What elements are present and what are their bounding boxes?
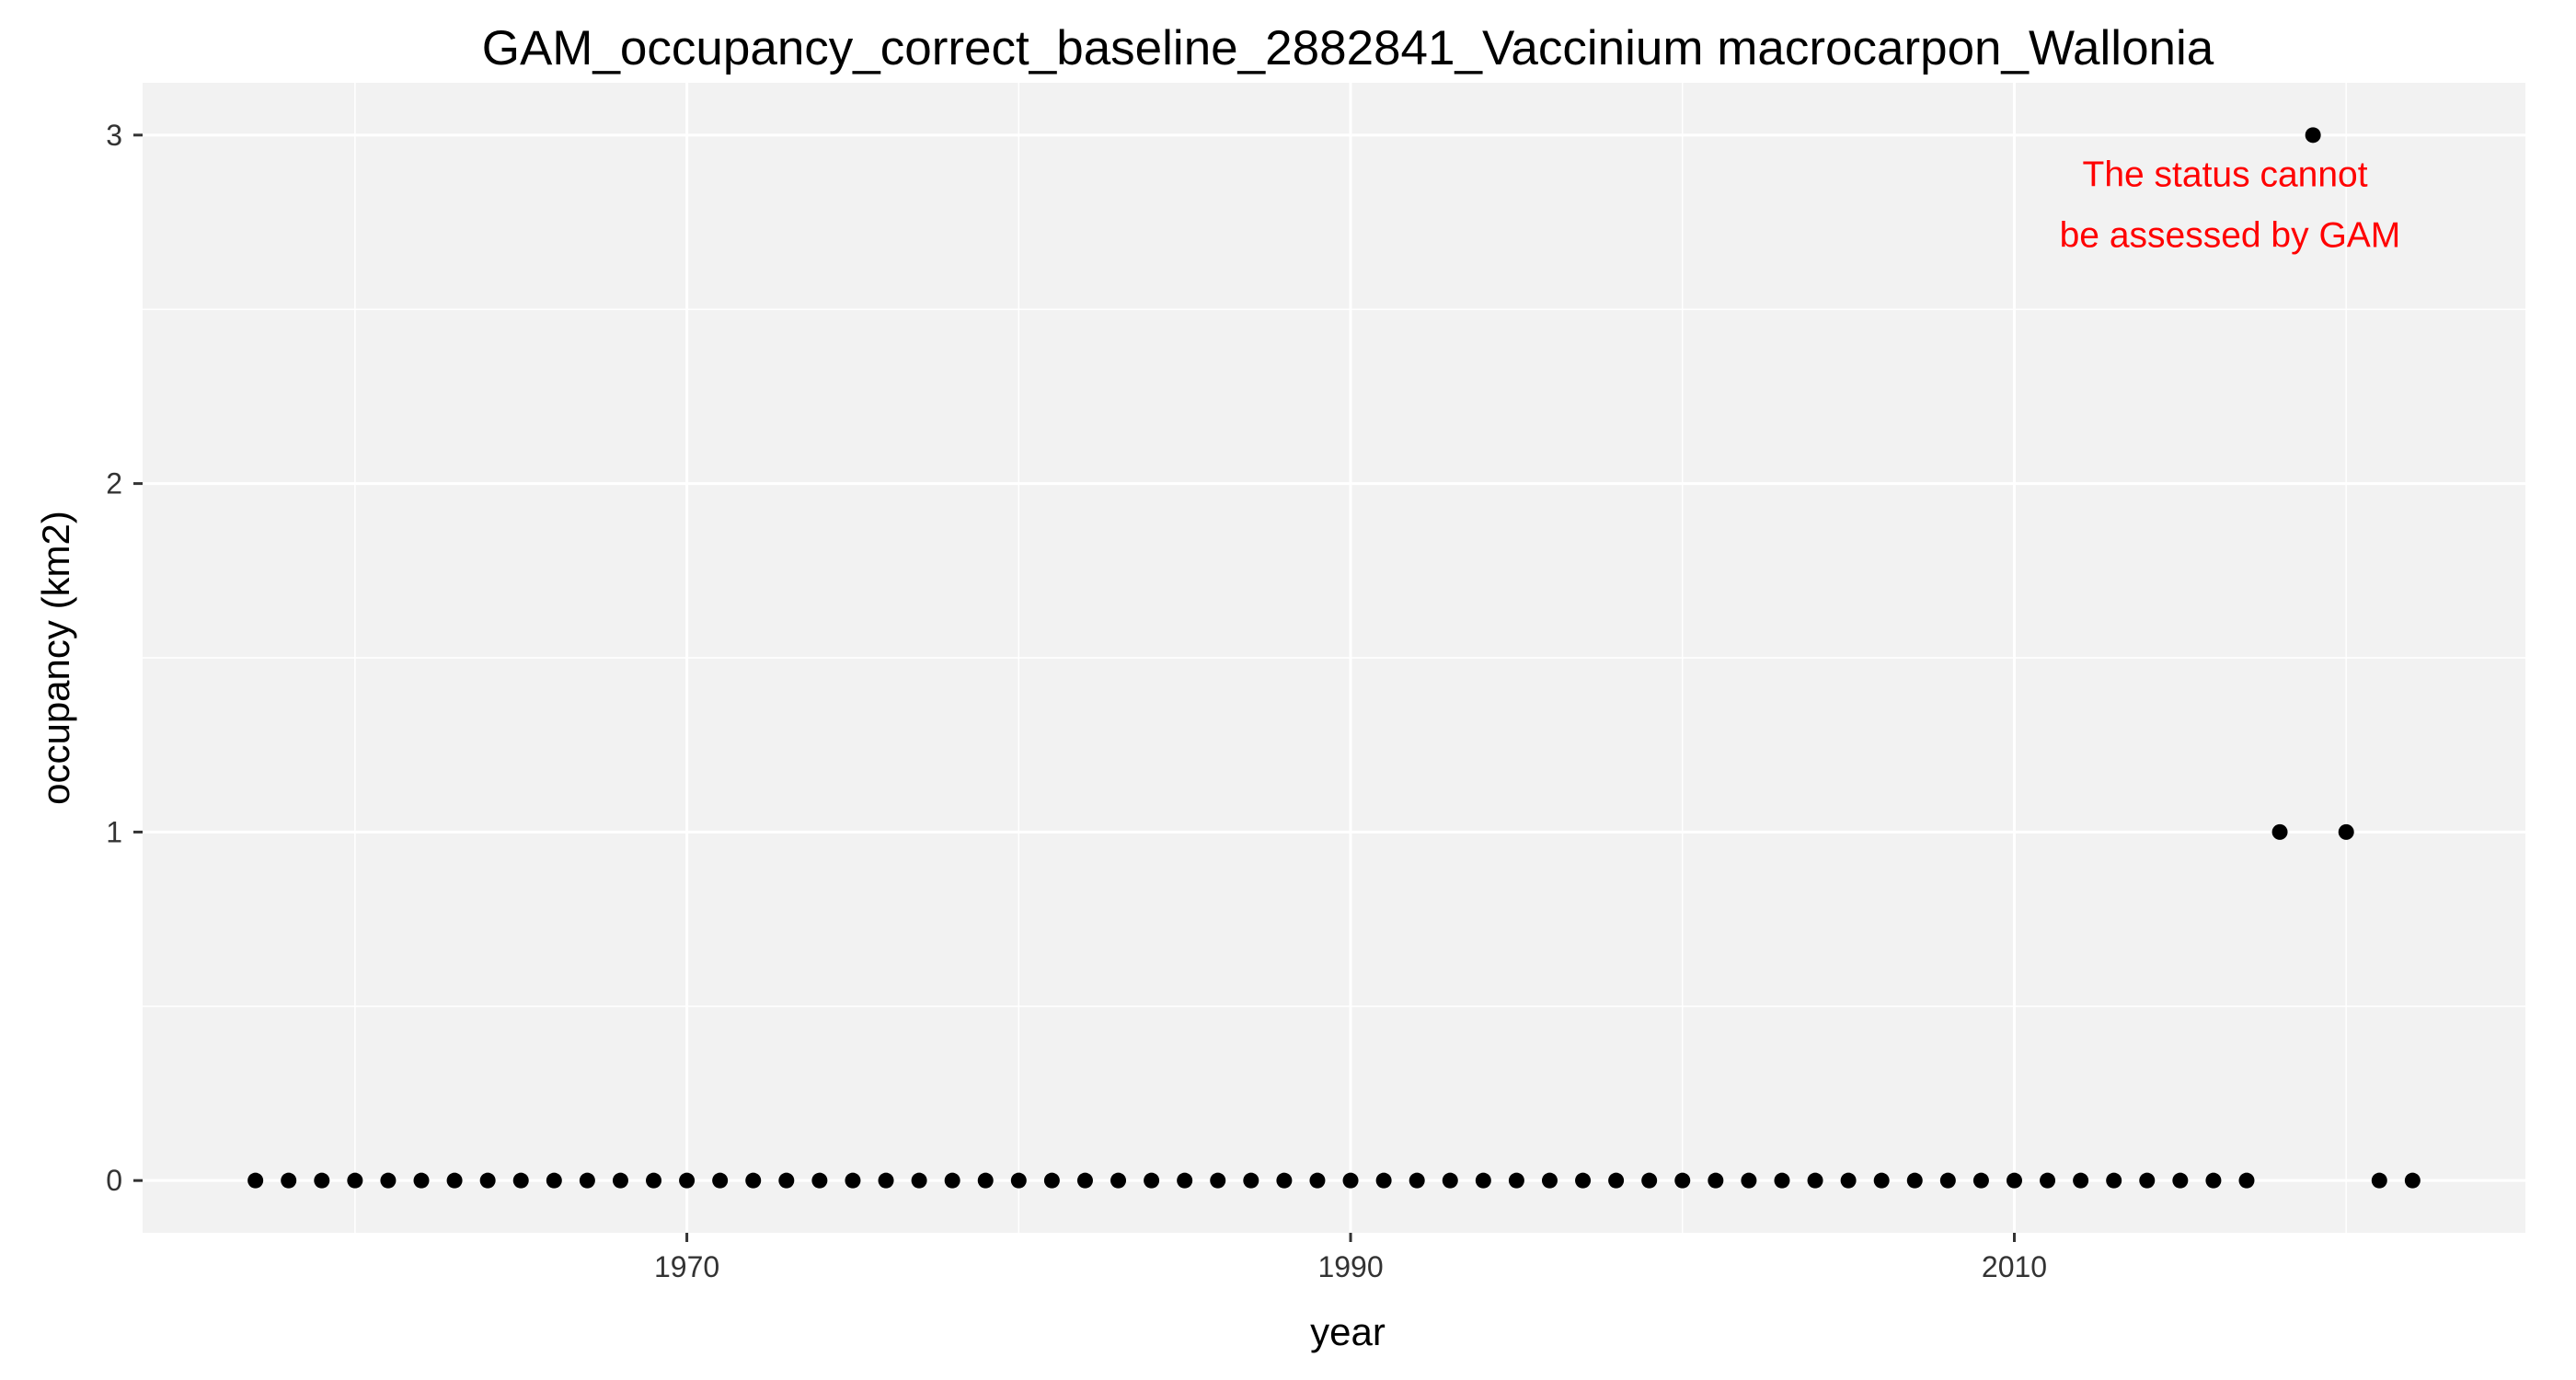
data-point <box>546 1172 562 1189</box>
data-point <box>1144 1172 1160 1189</box>
data-point <box>2404 1172 2421 1189</box>
data-point <box>1807 1172 1823 1189</box>
y-tick-label: 3 <box>106 119 122 152</box>
x-tick-label: 2010 <box>1982 1250 2047 1283</box>
y-tick-label: 1 <box>106 815 122 848</box>
status-annotation: The status cannot be assessed by GAM <box>2060 155 2401 256</box>
data-point <box>1442 1172 1458 1189</box>
y-tick-label: 0 <box>106 1164 122 1197</box>
data-point <box>2238 1172 2255 1189</box>
data-point <box>1608 1172 1625 1189</box>
data-point <box>1575 1172 1592 1189</box>
data-point <box>1276 1172 1293 1189</box>
data-point <box>679 1172 696 1189</box>
y-axis-title: occupancy (km2) <box>34 511 77 805</box>
data-point <box>2205 1172 2222 1189</box>
data-point <box>1375 1172 1392 1189</box>
data-point <box>2073 1172 2089 1189</box>
data-point <box>380 1172 397 1189</box>
data-point <box>1342 1172 1359 1189</box>
x-axis-title: year <box>1310 1310 1386 1353</box>
data-point <box>1508 1172 1524 1189</box>
data-point <box>1110 1172 1127 1189</box>
data-points <box>247 127 2421 1189</box>
data-point <box>612 1172 628 1189</box>
data-point <box>1873 1172 1890 1189</box>
data-point <box>2006 1172 2022 1189</box>
y-tick-label: 2 <box>106 467 122 500</box>
x-tick-label: 1970 <box>654 1250 719 1283</box>
data-point <box>2040 1172 2056 1189</box>
data-point <box>2172 1172 2189 1189</box>
data-point <box>1010 1172 1027 1189</box>
data-point <box>1741 1172 1757 1189</box>
data-point <box>1674 1172 1691 1189</box>
data-point <box>314 1172 330 1189</box>
x-tick-label: 1990 <box>1317 1250 1383 1283</box>
data-point <box>2338 823 2354 840</box>
data-point <box>911 1172 927 1189</box>
data-point <box>1177 1172 1193 1189</box>
data-point <box>1210 1172 1226 1189</box>
major-gridlines <box>143 83 2525 1233</box>
data-point <box>281 1172 297 1189</box>
data-point <box>2305 127 2321 144</box>
y-axis: 0 1 2 3 <box>106 119 143 1197</box>
minor-gridlines <box>143 83 2525 1233</box>
data-point <box>446 1172 463 1189</box>
data-point <box>247 1172 264 1189</box>
data-point <box>2139 1172 2156 1189</box>
data-point <box>2371 1172 2387 1189</box>
annotation-line-1: The status cannot <box>2083 155 2368 195</box>
data-point <box>1840 1172 1857 1189</box>
data-point <box>1076 1172 1093 1189</box>
data-point <box>745 1172 762 1189</box>
data-point <box>811 1172 828 1189</box>
data-point <box>878 1172 894 1189</box>
data-point <box>977 1172 994 1189</box>
data-point <box>479 1172 496 1189</box>
data-point <box>712 1172 729 1189</box>
data-point <box>1972 1172 1989 1189</box>
data-point <box>1906 1172 1923 1189</box>
chart-title: GAM_occupancy_correct_baseline_2882841_V… <box>482 21 2214 75</box>
data-point <box>1043 1172 1060 1189</box>
data-point <box>512 1172 529 1189</box>
data-point <box>1641 1172 1658 1189</box>
data-point <box>778 1172 795 1189</box>
data-point <box>2271 823 2288 840</box>
x-axis: 1970 1990 2010 <box>654 1233 2047 1283</box>
data-point <box>1309 1172 1326 1189</box>
data-point <box>413 1172 430 1189</box>
data-point <box>1475 1172 1491 1189</box>
annotation-line-2: be assessed by GAM <box>2060 216 2401 256</box>
data-point <box>1409 1172 1425 1189</box>
data-point <box>1939 1172 1956 1189</box>
data-point <box>1708 1172 1724 1189</box>
data-point <box>1541 1172 1558 1189</box>
data-point <box>845 1172 861 1189</box>
data-point <box>579 1172 595 1189</box>
data-point <box>944 1172 960 1189</box>
data-point <box>1774 1172 1790 1189</box>
data-point <box>1243 1172 1259 1189</box>
data-point <box>646 1172 662 1189</box>
data-point <box>2106 1172 2122 1189</box>
data-point <box>347 1172 363 1189</box>
